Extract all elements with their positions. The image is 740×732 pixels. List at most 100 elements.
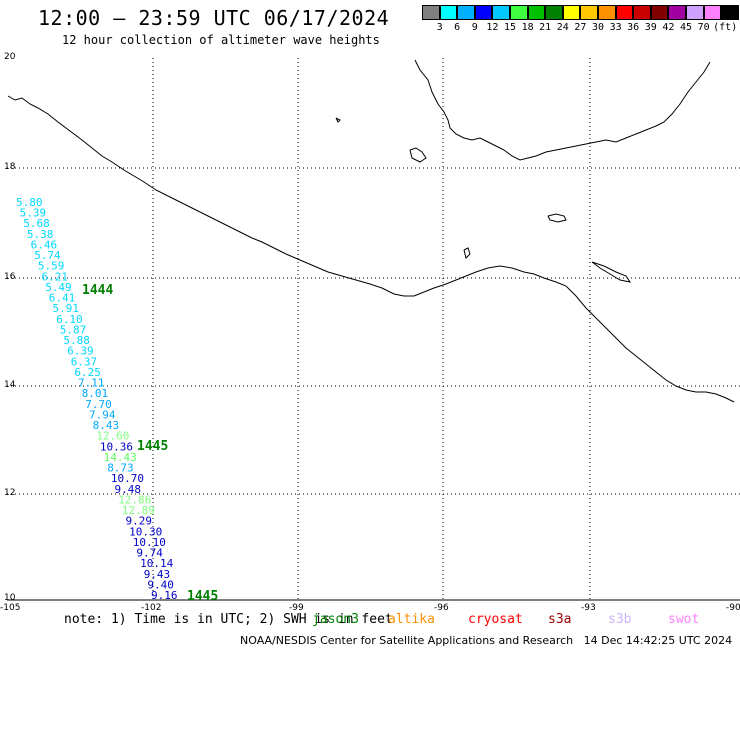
- swh-value: 6.37: [71, 355, 98, 368]
- swh-value: 5.68: [23, 217, 50, 230]
- swh-value: 8.01: [82, 387, 109, 400]
- legend-swatch: [615, 5, 634, 20]
- legend-label: 18: [521, 22, 534, 33]
- legend-label: 36: [627, 22, 640, 33]
- y-tick-18: 18: [4, 162, 16, 172]
- legend-swatch: [545, 5, 563, 20]
- swh-value: 9.16: [151, 589, 178, 602]
- swh-value: 10.30: [129, 525, 162, 538]
- color-legend: 3 6 9 12 15 18 21 24 27 30 33 36 39 42 45 70 (ft): [422, 5, 739, 34]
- legend-label: 45: [679, 22, 693, 33]
- time-label: 1445: [187, 589, 218, 604]
- legend-swatches: [422, 5, 739, 20]
- legend-label: 39: [644, 22, 657, 33]
- legend-label: 3: [436, 22, 443, 33]
- swh-value: 14.43: [104, 451, 137, 464]
- swh-value: 5.80: [16, 196, 43, 209]
- swh-value: 6.10: [56, 313, 83, 326]
- legend-swatch: [527, 5, 546, 20]
- swh-value: 6.46: [31, 239, 57, 252]
- swh-value: 5.59: [38, 260, 65, 273]
- legend-label: 30: [591, 22, 605, 33]
- legend-label: 12: [486, 22, 499, 33]
- swh-value: 8.73: [107, 462, 134, 475]
- time-label: 1445: [137, 439, 168, 454]
- legend-swatch: [492, 5, 510, 20]
- legend-label: 9: [471, 22, 478, 33]
- footer-credit: NOAA/NESDIS Center for Satellite Applica…: [240, 634, 733, 647]
- legend-labels: 3 6 9 12 15 18 21 24 27 30 33 36 39 42 45 70 (ft): [422, 20, 739, 34]
- legend-swatch: [422, 5, 440, 20]
- x-tick-105: -105: [0, 603, 21, 613]
- legend-swatch: [562, 5, 581, 20]
- legend-swatch: [474, 5, 493, 20]
- swh-value: 8.43: [93, 419, 120, 432]
- swh-value: 7.70: [85, 398, 112, 411]
- y-tick-14: 14: [4, 380, 16, 390]
- legend-label: 33: [609, 22, 622, 33]
- swh-value: 9.29: [126, 515, 153, 528]
- swh-value: 12.86: [118, 493, 151, 506]
- legend-swatch: [668, 5, 686, 20]
- swh-value: 7.94: [89, 408, 116, 421]
- legend-label: 15: [503, 22, 517, 33]
- time-label: 1444: [82, 283, 113, 298]
- x-tick-90: -90: [726, 603, 740, 613]
- sat-altika: altika: [388, 612, 435, 627]
- swh-value: 10.10: [133, 536, 166, 549]
- swh-value: 10.36: [100, 440, 133, 453]
- legend-swatch: [685, 5, 704, 20]
- altimeter-track: 5.805.395.685.386.465.745.596.215.496.41…: [16, 196, 218, 604]
- swh-value: 5.74: [34, 249, 61, 262]
- swh-value: 10.70: [111, 472, 144, 485]
- swh-value: 5.87: [60, 324, 87, 337]
- swh-value: 9.74: [136, 547, 163, 560]
- swh-value: 6.21: [42, 270, 69, 283]
- x-tick-96: -96: [434, 603, 449, 613]
- y-tick-10: 10: [4, 593, 16, 603]
- swh-value: 5.49: [45, 281, 71, 294]
- legend-label: 21: [539, 22, 552, 33]
- swh-value: 5.91: [53, 302, 80, 315]
- legend-swatch: [650, 5, 669, 20]
- legend-swatch: [509, 5, 528, 20]
- swh-value: 9.48: [115, 483, 142, 496]
- page-subtitle: 12 hour collection of altimeter wave hei…: [62, 33, 380, 47]
- legend-label: (ft): [713, 22, 738, 33]
- swh-value: 6.25: [74, 366, 101, 379]
- sat-s3b: s3b: [608, 612, 632, 627]
- sat-jason3: jason3: [312, 612, 359, 627]
- legend-swatch: [439, 5, 458, 20]
- sat-cryosat: cryosat: [468, 612, 523, 627]
- legend-swatch: [721, 5, 739, 20]
- legend-swatch: [597, 5, 616, 20]
- legend-label: 6: [454, 22, 461, 33]
- legend-swatch: [703, 5, 722, 20]
- y-tick-16: 16: [4, 272, 16, 282]
- note-row: note: 1) Time is in UTC; 2) SWH is in fe…: [64, 612, 740, 630]
- swh-value: 5.38: [27, 228, 54, 241]
- swh-value: 12.60: [96, 430, 129, 443]
- legend-label: 24: [556, 22, 569, 33]
- legend-swatch: [457, 5, 475, 20]
- y-tick-20: 20: [4, 52, 16, 62]
- swh-value: 9.40: [147, 578, 174, 591]
- legend-swatch: [633, 5, 651, 20]
- swh-value: 5.39: [20, 207, 46, 220]
- legend-label: 27: [574, 22, 587, 33]
- legend-label: 70: [697, 22, 710, 33]
- swh-value: 10.14: [140, 557, 173, 570]
- graticule: [7, 58, 740, 600]
- x-tick-93: -93: [581, 603, 596, 613]
- swh-value: 5.88: [63, 334, 90, 347]
- legend-label: 42: [662, 22, 675, 33]
- page-title: 12:00 — 23:59 UTC 06/17/2024: [38, 6, 390, 30]
- coastline: [7, 59, 735, 403]
- legend-swatch: [580, 5, 598, 20]
- x-tick-102: -102: [141, 603, 162, 613]
- swh-value: 12.89: [122, 504, 155, 517]
- sat-s3a: s3a: [548, 612, 572, 627]
- sat-swot: swot: [668, 612, 700, 627]
- swh-value: 6.39: [67, 345, 94, 358]
- swh-value: 6.41: [49, 292, 76, 305]
